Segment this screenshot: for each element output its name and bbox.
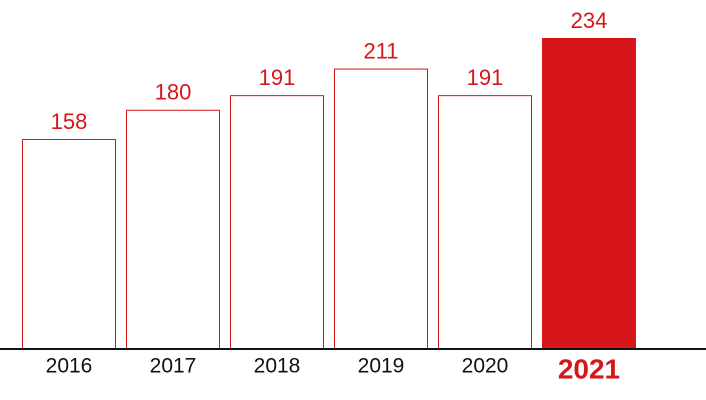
value-label: 191 xyxy=(467,65,504,90)
value-label: 211 xyxy=(363,38,398,63)
value-label: 191 xyxy=(259,65,296,90)
bar xyxy=(126,109,220,350)
x-tick-label: 2020 xyxy=(462,355,509,378)
x-tick-label: 2016 xyxy=(46,355,93,378)
bar xyxy=(438,95,532,350)
value-label: 158 xyxy=(51,109,88,134)
x-tick-label: 2017 xyxy=(150,355,197,378)
bar xyxy=(334,68,428,350)
x-tick-label: 2021 xyxy=(558,353,620,384)
bar xyxy=(22,139,116,350)
value-label: 234 xyxy=(571,8,608,33)
x-tick-label: 2019 xyxy=(358,355,405,378)
value-label: 180 xyxy=(155,80,192,105)
x-tick-label: 2018 xyxy=(254,355,301,378)
bar xyxy=(542,38,636,350)
bar xyxy=(230,95,324,350)
